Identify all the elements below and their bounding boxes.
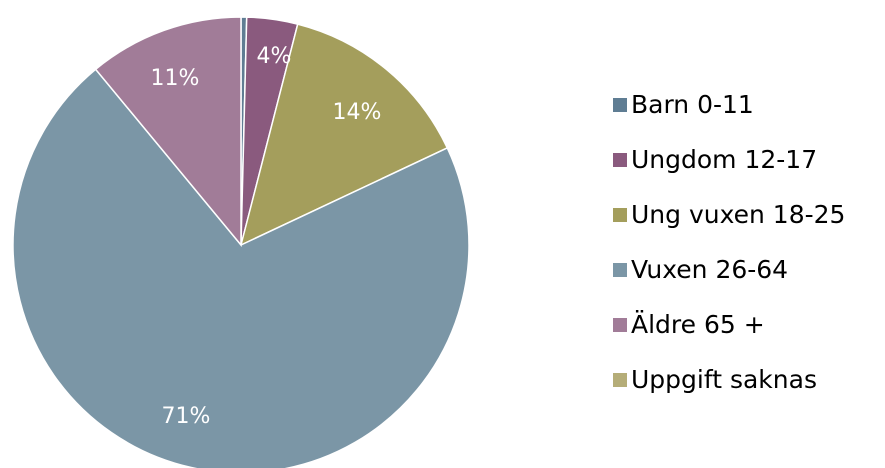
slice-label-ungdom-12-17: 4% — [257, 44, 292, 69]
pie-slice-ung-vuxen-18-25 — [239, 23, 449, 247]
slice-label-ldre-65: 11% — [151, 66, 200, 91]
pie-slice-vuxen-26-64 — [12, 68, 470, 468]
pie-slices — [12, 16, 470, 468]
legend-item-ung-vuxen-18-25: Ung vuxen 18-25 — [613, 196, 845, 233]
legend-swatch-barn-0-11 — [613, 97, 627, 112]
legend-swatch-ldre-65 — [613, 317, 627, 332]
slice-label-ung-vuxen-18-25: 14% — [333, 100, 382, 125]
legend-swatch-ungdom-12-17 — [613, 152, 627, 167]
legend-label-ungdom-12-17: Ungdom 12-17 — [631, 145, 818, 174]
legend-item-ldre-65: Äldre 65 + — [613, 306, 845, 343]
legend-item-uppgift-saknas: Uppgift saknas — [613, 361, 845, 398]
legend-label-ung-vuxen-18-25: Ung vuxen 18-25 — [631, 200, 846, 229]
slice-label-vuxen-26-64: 71% — [162, 404, 211, 429]
legend-swatch-vuxen-26-64 — [613, 262, 627, 277]
pie-slice-labels: 4% 14% 71% 11% — [151, 44, 382, 429]
legend-swatch-ung-vuxen-18-25 — [613, 207, 627, 222]
pie-slice-ldre-65 — [94, 16, 242, 248]
legend-label-ldre-65: Äldre 65 + — [631, 310, 765, 339]
legend-label-vuxen-26-64: Vuxen 26-64 — [631, 255, 789, 284]
legend-item-ungdom-12-17: Ungdom 12-17 — [613, 141, 845, 178]
legend-label-barn-0-11: Barn 0-11 — [631, 90, 754, 119]
legend-swatch-uppgift-saknas — [613, 372, 627, 387]
legend-item-vuxen-26-64: Vuxen 26-64 — [613, 251, 845, 288]
legend-label-uppgift-saknas: Uppgift saknas — [631, 365, 817, 394]
chart-legend: Barn 0-11 Ungdom 12-17 Ung vuxen 18-25 Vuxe… — [613, 86, 845, 416]
legend-item-barn-0-11: Barn 0-11 — [613, 86, 845, 123]
